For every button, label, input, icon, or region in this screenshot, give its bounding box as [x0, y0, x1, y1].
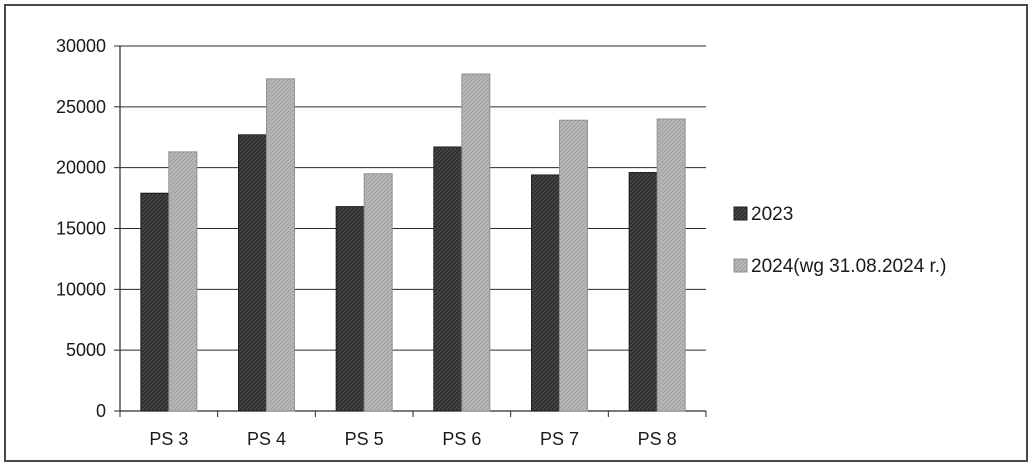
y-tick-label: 0	[96, 401, 106, 421]
bar-chart: 0 5000 10000 15000 20000 25000 30000 PS 3 PS 4 PS…	[56, 36, 946, 449]
legend: 2023 2024(wg 31.08.2024 r.)	[733, 204, 946, 277]
y-tick-label: 5000	[66, 340, 106, 360]
y-tick-label: 15000	[56, 219, 106, 239]
bar-2024-ps3	[168, 151, 198, 412]
x-category-label: PS 3	[149, 429, 188, 449]
bar-2023-ps6	[433, 146, 463, 412]
bar-2024-ps8	[656, 118, 686, 412]
legend-swatch	[733, 258, 748, 273]
bar-2023-ps4	[238, 134, 267, 412]
bar-2024-ps4	[266, 78, 295, 412]
axis-labels: 0 5000 10000 15000 20000 25000 30000 PS 3 PS 4 PS…	[56, 36, 677, 449]
gridlines	[120, 45, 706, 351]
axes	[114, 45, 707, 417]
x-category-label: PS 7	[540, 429, 579, 449]
legend-swatch	[733, 206, 748, 221]
x-category-label: PS 6	[442, 429, 481, 449]
x-category-label: PS 8	[638, 429, 677, 449]
legend-label: 2024(wg 31.08.2024 r.)	[751, 256, 946, 277]
y-tick-label: 30000	[56, 36, 106, 56]
y-tick-label: 25000	[56, 97, 106, 117]
bar-2024-ps7	[559, 119, 588, 412]
y-tick-label: 10000	[56, 279, 106, 299]
bar-2023-ps5	[335, 206, 365, 412]
x-category-label: PS 5	[345, 429, 384, 449]
bar-2024-ps6	[461, 73, 491, 412]
legend-label: 2023	[751, 204, 793, 225]
x-category-label: PS 4	[247, 429, 286, 449]
chart-frame: 0 5000 10000 15000 20000 25000 30000 PS 3 PS 4 PS…	[4, 4, 1028, 462]
bar-2024-ps5	[363, 173, 393, 412]
y-tick-label: 20000	[56, 158, 106, 178]
bars	[140, 73, 686, 412]
bar-2023-ps7	[531, 174, 560, 412]
bar-2023-ps3	[140, 192, 170, 412]
bar-2023-ps8	[628, 172, 658, 412]
